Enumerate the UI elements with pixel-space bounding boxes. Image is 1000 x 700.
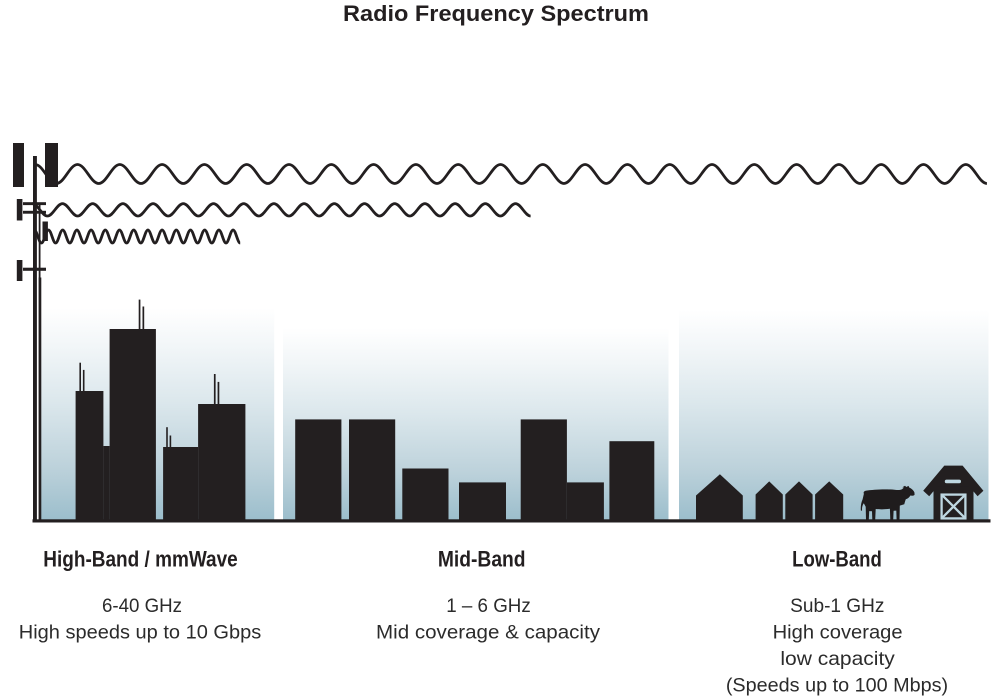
svg-text:Radio Frequency Spectrum: Radio Frequency Spectrum [343, 1, 649, 26]
svg-text:Mid-Band: Mid-Band [438, 547, 526, 572]
svg-text:Low-Band: Low-Band [792, 547, 882, 572]
svg-text:Mid coverage & capacity: Mid coverage & capacity [376, 621, 600, 643]
svg-text:High speeds up to 10 Gbps: High speeds up to 10 Gbps [19, 621, 262, 643]
svg-text:High-Band / mmWave: High-Band / mmWave [43, 547, 238, 572]
svg-text:Sub-1 GHz: Sub-1 GHz [790, 595, 884, 617]
svg-text:(Speeds up to 100 Mbps): (Speeds up to 100 Mbps) [726, 674, 948, 696]
svg-text:High coverage: High coverage [773, 621, 903, 643]
svg-text:1 – 6 GHz: 1 – 6 GHz [446, 595, 531, 617]
svg-text:low capacity: low capacity [780, 648, 895, 670]
svg-text:6-40 GHz: 6-40 GHz [102, 595, 182, 617]
